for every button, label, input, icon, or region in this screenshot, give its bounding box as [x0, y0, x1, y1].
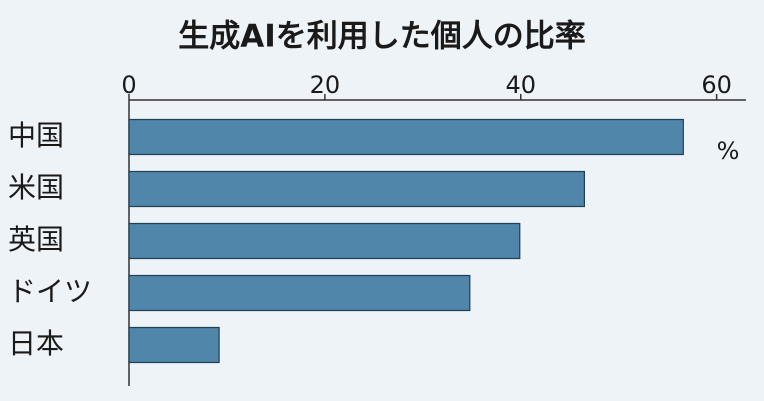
unit-label: % — [717, 137, 740, 165]
bar — [128, 274, 471, 312]
x-tick-label: 0 — [121, 71, 136, 99]
category-label: 英国 — [8, 223, 64, 256]
category-label: ドイツ — [8, 275, 92, 308]
bar — [128, 222, 521, 260]
bar — [128, 118, 684, 156]
category-label: 米国 — [8, 171, 64, 204]
x-tick-label: 20 — [310, 71, 341, 99]
category-label: 中国 — [8, 119, 64, 152]
chart-title: 生成AIを利用した個人の比率 — [178, 19, 586, 55]
bar — [128, 170, 586, 208]
bar — [128, 326, 220, 364]
x-tick-label: 60 — [701, 71, 732, 99]
category-label: 日本 — [8, 327, 64, 360]
x-tick-label: 40 — [505, 71, 536, 99]
